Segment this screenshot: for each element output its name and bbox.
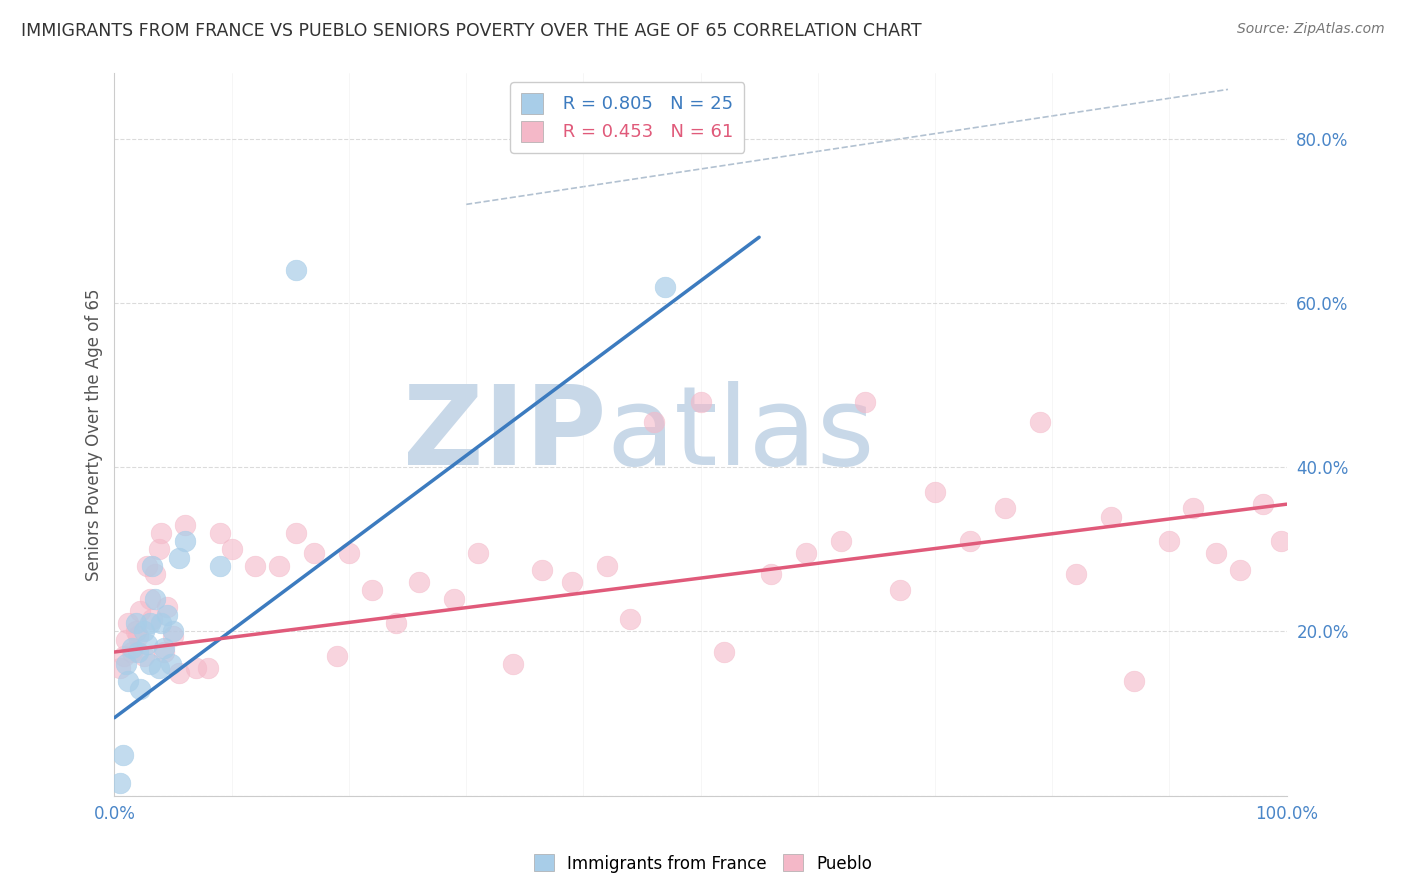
- Point: [138, 616, 160, 631]
- Point: [156, 608, 179, 623]
- Point: [197, 661, 219, 675]
- Text: atlas: atlas: [607, 381, 875, 488]
- Point: [173, 517, 195, 532]
- Legend:  R = 0.805   N = 25,  R = 0.453   N = 61: R = 0.805 N = 25, R = 0.453 N = 61: [510, 82, 744, 153]
- Point: [619, 612, 641, 626]
- Text: Source: ZipAtlas.com: Source: ZipAtlas.com: [1237, 22, 1385, 37]
- Point: [361, 583, 384, 598]
- Point: [959, 534, 981, 549]
- Text: IMMIGRANTS FROM FRANCE VS PUEBLO SENIORS POVERTY OVER THE AGE OF 65 CORRELATION : IMMIGRANTS FROM FRANCE VS PUEBLO SENIORS…: [21, 22, 922, 40]
- Point: [208, 558, 231, 573]
- Point: [830, 534, 852, 549]
- Point: [267, 558, 290, 573]
- Point: [531, 563, 554, 577]
- Point: [467, 546, 489, 560]
- Point: [408, 575, 430, 590]
- Point: [502, 657, 524, 672]
- Point: [124, 624, 146, 639]
- Point: [152, 640, 174, 655]
- Point: [138, 591, 160, 606]
- Point: [132, 624, 155, 639]
- Point: [129, 604, 152, 618]
- Point: [121, 645, 143, 659]
- Point: [167, 665, 190, 680]
- Y-axis label: Seniors Poverty Over the Age of 65: Seniors Poverty Over the Age of 65: [86, 288, 103, 581]
- Point: [889, 583, 911, 598]
- Point: [121, 640, 143, 655]
- Point: [110, 661, 132, 675]
- Point: [285, 525, 308, 540]
- Point: [208, 525, 231, 540]
- Point: [110, 776, 132, 790]
- Point: [141, 558, 163, 573]
- Point: [596, 558, 619, 573]
- Point: [162, 624, 184, 639]
- Point: [654, 279, 676, 293]
- Point: [443, 591, 465, 606]
- Point: [132, 649, 155, 664]
- Point: [145, 591, 167, 606]
- Point: [173, 534, 195, 549]
- Point: [285, 263, 308, 277]
- Point: [150, 525, 173, 540]
- Point: [136, 558, 159, 573]
- Point: [1099, 509, 1122, 524]
- Point: [145, 566, 167, 581]
- Point: [186, 661, 208, 675]
- Point: [148, 542, 170, 557]
- Point: [156, 599, 179, 614]
- Point: [689, 394, 711, 409]
- Point: [138, 657, 160, 672]
- Point: [221, 542, 243, 557]
- Point: [1181, 501, 1204, 516]
- Point: [1205, 546, 1227, 560]
- Point: [561, 575, 583, 590]
- Point: [759, 566, 782, 581]
- Point: [924, 484, 946, 499]
- Text: ZIP: ZIP: [404, 381, 607, 488]
- Legend: Immigrants from France, Pueblo: Immigrants from France, Pueblo: [527, 847, 879, 880]
- Point: [148, 661, 170, 675]
- Point: [1251, 497, 1274, 511]
- Point: [1270, 534, 1292, 549]
- Point: [162, 629, 184, 643]
- Point: [117, 616, 139, 631]
- Point: [127, 645, 149, 659]
- Point: [141, 612, 163, 626]
- Point: [129, 681, 152, 696]
- Point: [794, 546, 817, 560]
- Point: [1123, 673, 1146, 688]
- Point: [994, 501, 1017, 516]
- Point: [159, 657, 181, 672]
- Point: [302, 546, 325, 560]
- Point: [713, 645, 735, 659]
- Point: [115, 657, 138, 672]
- Point: [152, 645, 174, 659]
- Point: [150, 616, 173, 631]
- Point: [643, 415, 665, 429]
- Point: [1159, 534, 1181, 549]
- Point: [112, 649, 135, 664]
- Point: [127, 629, 149, 643]
- Point: [167, 550, 190, 565]
- Point: [384, 616, 406, 631]
- Point: [124, 616, 146, 631]
- Point: [117, 673, 139, 688]
- Point: [326, 649, 349, 664]
- Point: [337, 546, 360, 560]
- Point: [243, 558, 266, 573]
- Point: [853, 394, 876, 409]
- Point: [1229, 563, 1251, 577]
- Point: [111, 747, 134, 762]
- Point: [115, 632, 138, 647]
- Point: [1029, 415, 1052, 429]
- Point: [1064, 566, 1087, 581]
- Point: [136, 637, 159, 651]
